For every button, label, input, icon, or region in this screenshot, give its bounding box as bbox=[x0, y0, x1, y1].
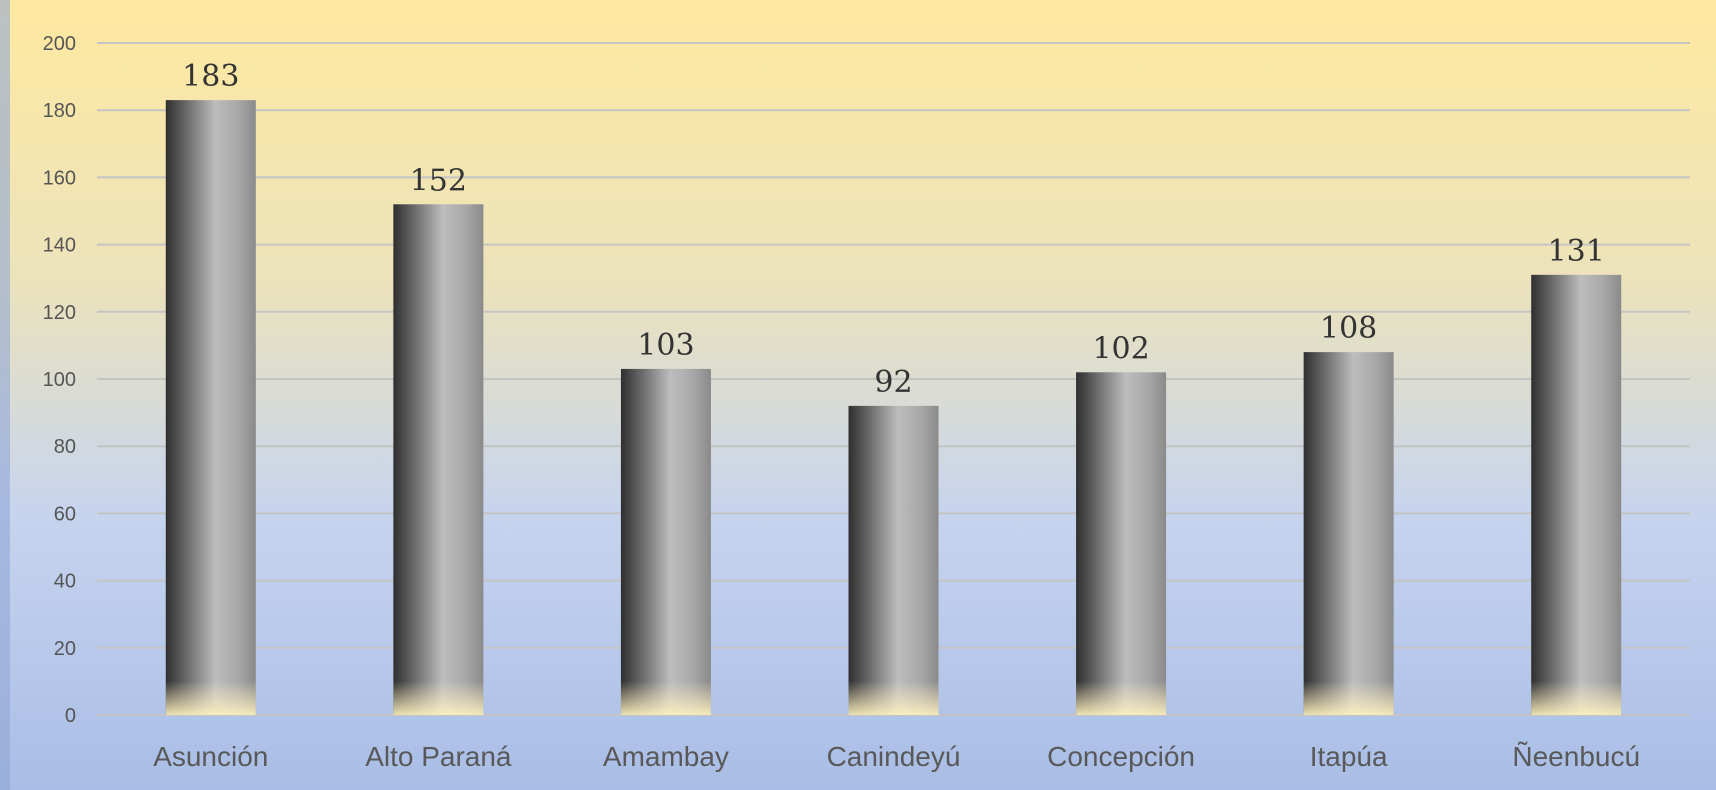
x-axis-category-labels: Asunción Alto Paraná Amambay Canindeyú Conce… bbox=[153, 741, 1640, 772]
data-label: 103 bbox=[637, 328, 694, 363]
y-tick-label: 20 bbox=[54, 638, 76, 660]
category-label: Ñeenbucú bbox=[1512, 741, 1640, 772]
bar-glow bbox=[1076, 681, 1167, 715]
bar bbox=[1303, 352, 1394, 715]
y-tick-label: 0 bbox=[65, 705, 76, 727]
data-label: 102 bbox=[1092, 331, 1149, 366]
bar-glow bbox=[848, 681, 939, 715]
y-tick-label: 160 bbox=[43, 167, 76, 189]
bar bbox=[1076, 372, 1167, 715]
y-axis-tick-labels: 0 20 40 60 80 100 120 140 160 180 200 bbox=[43, 33, 76, 727]
category-label: Canindeyú bbox=[827, 741, 961, 772]
bar bbox=[393, 204, 484, 715]
bar-glow bbox=[165, 681, 256, 715]
data-labels: 183 152 103 92 102 108 131 bbox=[182, 59, 1605, 400]
bar bbox=[620, 368, 711, 715]
y-tick-label: 80 bbox=[54, 436, 76, 458]
y-tick-label: 200 bbox=[43, 33, 76, 55]
data-label: 108 bbox=[1320, 311, 1377, 346]
bar-glow bbox=[1303, 681, 1394, 715]
bar bbox=[848, 405, 939, 715]
category-label: Itapúa bbox=[1310, 741, 1388, 772]
data-label: 92 bbox=[874, 365, 912, 400]
bars bbox=[165, 100, 1622, 716]
category-label: Amambay bbox=[603, 741, 729, 772]
y-tick-label: 120 bbox=[43, 302, 76, 324]
bar bbox=[165, 100, 256, 716]
bar-glow bbox=[1531, 681, 1622, 715]
category-label: Asunción bbox=[153, 741, 268, 772]
data-label: 183 bbox=[182, 59, 239, 94]
y-tick-label: 60 bbox=[54, 503, 76, 525]
y-tick-label: 140 bbox=[43, 235, 76, 257]
data-label: 152 bbox=[410, 163, 467, 198]
y-tick-label: 40 bbox=[54, 571, 76, 593]
bar-glow bbox=[620, 681, 711, 715]
bar bbox=[1531, 274, 1622, 715]
bar-glow bbox=[393, 681, 484, 715]
data-label: 131 bbox=[1548, 234, 1605, 269]
category-label: Concepción bbox=[1047, 741, 1195, 772]
left-edge bbox=[0, 0, 10, 790]
y-tick-label: 100 bbox=[43, 369, 76, 391]
y-tick-label: 180 bbox=[43, 100, 76, 122]
category-label: Alto Paraná bbox=[365, 741, 512, 772]
